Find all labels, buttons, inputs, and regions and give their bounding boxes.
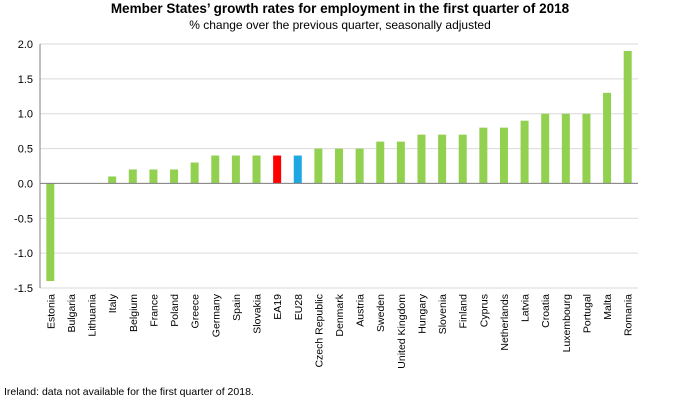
x-tick-label: Czech Republic: [313, 294, 325, 368]
x-tick-label: Romania: [623, 294, 635, 336]
bar-denmark: [335, 148, 343, 184]
gridlines: [40, 43, 638, 289]
x-tick-label: Finland: [458, 294, 470, 329]
y-tick-label: -1.0: [14, 248, 33, 260]
bar-portugal: [582, 113, 591, 184]
axes: [39, 44, 638, 288]
bar-croatia: [541, 113, 550, 184]
bar-spain: [231, 155, 240, 184]
chart-subtitle: % change over the previous quarter, seas…: [189, 18, 491, 32]
bar-sweden: [376, 141, 385, 184]
y-tick-label: 2.0: [18, 39, 33, 51]
x-tick-label: Latvia: [520, 294, 532, 322]
x-tick-label: Cyprus: [478, 294, 490, 327]
x-tick-label: Luxembourg: [561, 294, 573, 353]
bars: [46, 50, 632, 282]
x-tick-label: Estonia: [45, 294, 57, 329]
x-tick-label: EU28: [293, 294, 305, 320]
bar-netherlands: [499, 127, 508, 184]
x-tick-label: Austria: [355, 294, 367, 327]
bar-united-kingdom: [396, 141, 405, 184]
x-tick-label: Italy: [107, 293, 119, 313]
bar-slovakia: [252, 155, 261, 184]
x-tick-label: Bulgaria: [66, 294, 78, 333]
x-tick-label: Greece: [190, 294, 202, 329]
bar-slovenia: [438, 134, 447, 184]
y-tick-label: -1.5: [14, 283, 33, 295]
x-tick-label: Germany: [210, 293, 222, 337]
bar-estonia: [46, 183, 55, 282]
bar-france: [149, 169, 158, 184]
bar-latvia: [520, 120, 529, 184]
labels: 2.0 1.5 1.0 0.5 0.0 -0.5 -1.0 -1.5 Estonia Bulgar…: [14, 39, 635, 369]
x-tick-label: EA19: [272, 294, 284, 320]
x-tick-label: Slovakia: [252, 294, 264, 334]
x-tick-label: Malta: [602, 294, 614, 320]
x-tick-label: Lithuania: [87, 294, 99, 337]
bar-czech-republic: [314, 148, 323, 184]
bar-greece: [190, 162, 199, 184]
bar-romania: [623, 50, 632, 184]
x-tick-label: Croatia: [540, 294, 552, 328]
bar-belgium: [128, 169, 137, 184]
bar-ea19: [273, 155, 282, 184]
bar-hungary: [417, 134, 426, 184]
bar-malta: [603, 92, 612, 184]
y-tick-label: 0.0: [18, 178, 33, 190]
bar-cyprus: [479, 127, 488, 184]
bar-italy: [108, 176, 117, 184]
chart-title: Member States’ growth rates for employme…: [110, 1, 570, 16]
y-tick-label: 1.0: [18, 109, 33, 121]
x-tick-label: France: [148, 294, 160, 327]
y-tick-label: 1.5: [18, 74, 33, 86]
y-tick-label: 0.5: [18, 144, 33, 156]
bar-austria: [355, 148, 364, 184]
x-tick-label: Spain: [231, 294, 243, 321]
x-tick-label: Portugal: [581, 294, 593, 333]
bar-luxembourg: [561, 113, 570, 184]
bar-finland: [458, 134, 467, 184]
x-tick-label: Sweden: [375, 294, 387, 332]
x-tick-label: United Kingdom: [396, 294, 408, 369]
x-tick-label: Poland: [169, 294, 181, 327]
footnote: Ireland: data not available for the firs…: [4, 386, 254, 398]
x-tick-label: Hungary: [416, 293, 428, 333]
bar-germany: [211, 155, 220, 184]
x-tick-label: Slovenia: [437, 294, 449, 334]
x-tick-label: Denmark: [334, 293, 346, 336]
x-tick-label: Netherlands: [499, 294, 511, 351]
x-tick-label: Belgium: [128, 294, 140, 332]
bar-eu28: [293, 155, 302, 184]
bar-poland: [170, 169, 179, 184]
y-tick-label: -0.5: [14, 213, 33, 225]
